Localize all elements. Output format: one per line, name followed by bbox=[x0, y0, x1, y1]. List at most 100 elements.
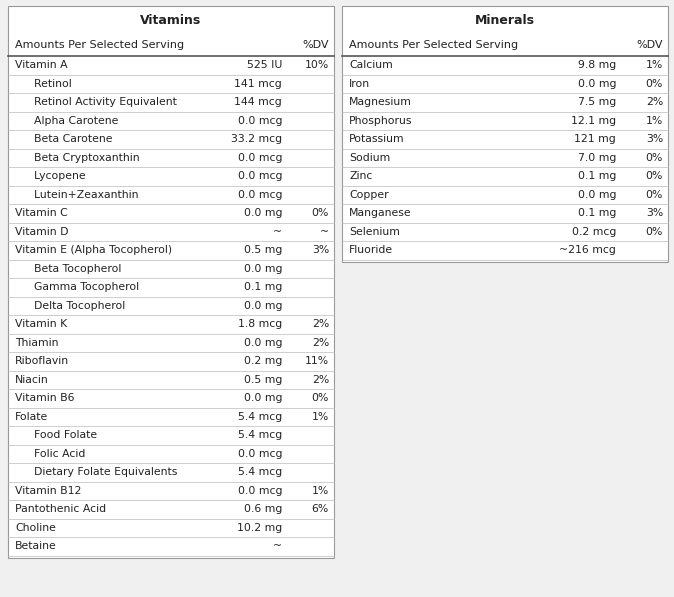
Text: 0%: 0% bbox=[646, 190, 663, 200]
Text: 2%: 2% bbox=[646, 97, 663, 107]
Text: 7.5 mg: 7.5 mg bbox=[578, 97, 616, 107]
Text: Vitamin A: Vitamin A bbox=[15, 60, 67, 70]
Text: 33.2 mcg: 33.2 mcg bbox=[231, 134, 282, 144]
Text: 0%: 0% bbox=[311, 208, 329, 219]
Text: 0.0 mcg: 0.0 mcg bbox=[237, 171, 282, 181]
Text: Vitamin D: Vitamin D bbox=[15, 227, 69, 237]
Text: 0.1 mg: 0.1 mg bbox=[578, 171, 616, 181]
Text: 0.0 mg: 0.0 mg bbox=[578, 190, 616, 200]
Text: Potassium: Potassium bbox=[349, 134, 404, 144]
Text: 525 IU: 525 IU bbox=[247, 60, 282, 70]
Text: Food Folate: Food Folate bbox=[27, 430, 97, 440]
Text: 0.0 mcg: 0.0 mcg bbox=[237, 116, 282, 126]
Text: 0.0 mcg: 0.0 mcg bbox=[237, 449, 282, 458]
Text: Vitamin C: Vitamin C bbox=[15, 208, 68, 219]
Text: Alpha Carotene: Alpha Carotene bbox=[27, 116, 119, 126]
Text: 11%: 11% bbox=[305, 356, 329, 366]
Text: %DV: %DV bbox=[636, 40, 663, 50]
Text: 121 mg: 121 mg bbox=[574, 134, 616, 144]
Text: Fluoride: Fluoride bbox=[349, 245, 393, 256]
Text: 0.0 mg: 0.0 mg bbox=[243, 393, 282, 403]
Text: Retinol: Retinol bbox=[27, 79, 71, 89]
Text: Lycopene: Lycopene bbox=[27, 171, 86, 181]
Text: 2%: 2% bbox=[312, 319, 329, 330]
Text: 5.4 mcg: 5.4 mcg bbox=[238, 412, 282, 421]
Text: 0.0 mcg: 0.0 mcg bbox=[237, 153, 282, 163]
Text: Niacin: Niacin bbox=[15, 375, 49, 384]
Text: 0.0 mg: 0.0 mg bbox=[578, 79, 616, 89]
Text: Magnesium: Magnesium bbox=[349, 97, 412, 107]
Text: Beta Carotene: Beta Carotene bbox=[27, 134, 113, 144]
Text: 0.2 mg: 0.2 mg bbox=[243, 356, 282, 366]
Text: Sodium: Sodium bbox=[349, 153, 390, 163]
Text: Phosphorus: Phosphorus bbox=[349, 116, 412, 126]
Text: 0.1 mg: 0.1 mg bbox=[578, 208, 616, 219]
Text: Thiamin: Thiamin bbox=[15, 338, 59, 347]
Text: ~: ~ bbox=[273, 227, 282, 237]
Text: 0%: 0% bbox=[311, 393, 329, 403]
Text: 7.0 mg: 7.0 mg bbox=[578, 153, 616, 163]
Text: Iron: Iron bbox=[349, 79, 370, 89]
Text: 0.5 mg: 0.5 mg bbox=[243, 375, 282, 384]
Bar bbox=[342, 6, 668, 261]
Text: Amounts Per Selected Serving: Amounts Per Selected Serving bbox=[349, 40, 518, 50]
Text: 0.0 mg: 0.0 mg bbox=[243, 208, 282, 219]
Text: 0.6 mg: 0.6 mg bbox=[243, 504, 282, 514]
Text: Minerals: Minerals bbox=[475, 14, 535, 26]
Text: 0%: 0% bbox=[646, 227, 663, 237]
Text: 6%: 6% bbox=[312, 504, 329, 514]
Text: 0.0 mg: 0.0 mg bbox=[243, 301, 282, 311]
Text: Choline: Choline bbox=[15, 523, 56, 533]
Text: Betaine: Betaine bbox=[15, 541, 57, 551]
Text: 0.0 mg: 0.0 mg bbox=[243, 264, 282, 274]
Text: Manganese: Manganese bbox=[349, 208, 412, 219]
Text: 0.0 mcg: 0.0 mcg bbox=[237, 486, 282, 496]
Text: Pantothenic Acid: Pantothenic Acid bbox=[15, 504, 106, 514]
Bar bbox=[8, 6, 334, 558]
Text: Folic Acid: Folic Acid bbox=[27, 449, 86, 458]
Text: Calcium: Calcium bbox=[349, 60, 393, 70]
Text: 141 mcg: 141 mcg bbox=[235, 79, 282, 89]
Text: 10.2 mg: 10.2 mg bbox=[237, 523, 282, 533]
Text: Copper: Copper bbox=[349, 190, 389, 200]
Text: 2%: 2% bbox=[312, 375, 329, 384]
Text: 0.1 mg: 0.1 mg bbox=[243, 282, 282, 293]
Text: 3%: 3% bbox=[646, 208, 663, 219]
Text: Vitamins: Vitamins bbox=[140, 14, 202, 26]
Text: 10%: 10% bbox=[305, 60, 329, 70]
Text: ~: ~ bbox=[273, 541, 282, 551]
Text: ~216 mcg: ~216 mcg bbox=[559, 245, 616, 256]
Text: Beta Tocopherol: Beta Tocopherol bbox=[27, 264, 121, 274]
Text: 2%: 2% bbox=[312, 338, 329, 347]
Text: Vitamin E (Alpha Tocopherol): Vitamin E (Alpha Tocopherol) bbox=[15, 245, 172, 256]
Text: Riboflavin: Riboflavin bbox=[15, 356, 69, 366]
Text: Vitamin K: Vitamin K bbox=[15, 319, 67, 330]
Text: Vitamin B12: Vitamin B12 bbox=[15, 486, 82, 496]
Text: 0.5 mg: 0.5 mg bbox=[243, 245, 282, 256]
Text: ~: ~ bbox=[320, 227, 329, 237]
Text: 144 mcg: 144 mcg bbox=[235, 97, 282, 107]
Text: Beta Cryptoxanthin: Beta Cryptoxanthin bbox=[27, 153, 140, 163]
Text: Selenium: Selenium bbox=[349, 227, 400, 237]
Text: 0.0 mg: 0.0 mg bbox=[243, 338, 282, 347]
Text: %DV: %DV bbox=[303, 40, 329, 50]
Text: Gamma Tocopherol: Gamma Tocopherol bbox=[27, 282, 139, 293]
Text: Zinc: Zinc bbox=[349, 171, 372, 181]
Text: 5.4 mcg: 5.4 mcg bbox=[238, 430, 282, 440]
Text: 1%: 1% bbox=[646, 60, 663, 70]
Text: Retinol Activity Equivalent: Retinol Activity Equivalent bbox=[27, 97, 177, 107]
Text: Dietary Folate Equivalents: Dietary Folate Equivalents bbox=[27, 467, 177, 477]
Text: 12.1 mg: 12.1 mg bbox=[571, 116, 616, 126]
Text: 3%: 3% bbox=[312, 245, 329, 256]
Text: 0.2 mcg: 0.2 mcg bbox=[572, 227, 616, 237]
Text: 0%: 0% bbox=[646, 153, 663, 163]
Text: 9.8 mg: 9.8 mg bbox=[578, 60, 616, 70]
Text: 3%: 3% bbox=[646, 134, 663, 144]
Text: Lutein+Zeaxanthin: Lutein+Zeaxanthin bbox=[27, 190, 138, 200]
Text: 0%: 0% bbox=[646, 171, 663, 181]
Text: 1%: 1% bbox=[312, 412, 329, 421]
Text: Folate: Folate bbox=[15, 412, 49, 421]
Text: 0%: 0% bbox=[646, 79, 663, 89]
Text: Delta Tocopherol: Delta Tocopherol bbox=[27, 301, 125, 311]
Text: 1%: 1% bbox=[312, 486, 329, 496]
